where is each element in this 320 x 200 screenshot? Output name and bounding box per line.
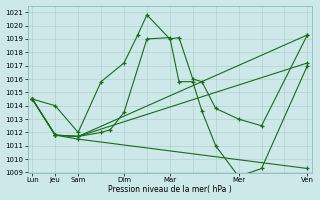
X-axis label: Pression niveau de la mer( hPa ): Pression niveau de la mer( hPa ) xyxy=(108,185,232,194)
